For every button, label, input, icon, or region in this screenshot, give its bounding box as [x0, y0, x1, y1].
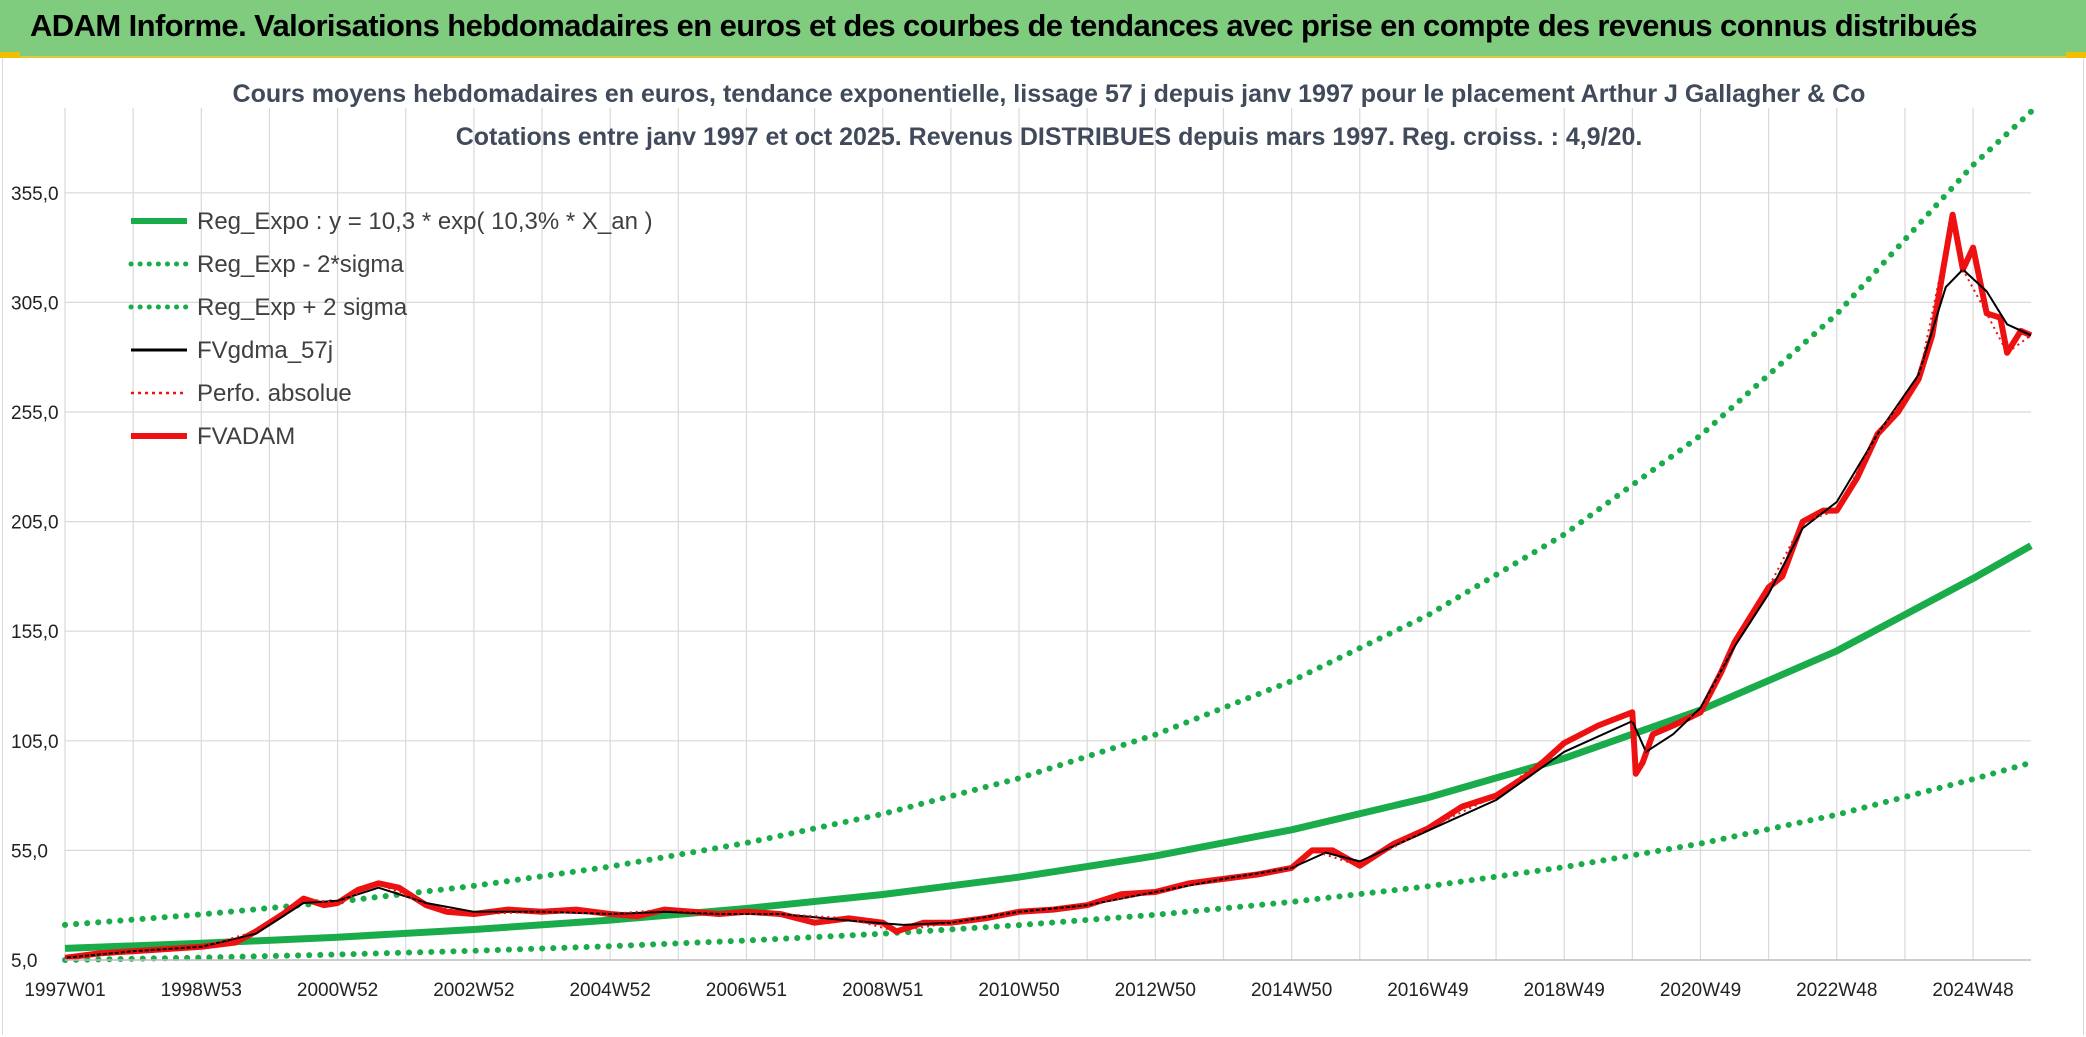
x-tick-label: 2024W48	[1932, 980, 2013, 1001]
chart-frame: Cours moyens hebdomadaires en euros, ten…	[2, 58, 2084, 1035]
y-tick-label: 305,0	[11, 293, 59, 314]
y-tick-label: 355,0	[11, 184, 59, 205]
chart-title-line1: Cours moyens hebdomadaires en euros, ten…	[233, 80, 1866, 108]
x-tick-label: 1997W01	[24, 980, 105, 1001]
legend-label-perf: Perfo. absolue	[197, 380, 352, 407]
y-tick-label: 55,0	[11, 841, 48, 862]
series-line-reg-exp-2-sigma	[65, 763, 2031, 960]
x-tick-label: 2022W48	[1796, 980, 1877, 1001]
report-title: ADAM Informe. Valorisations hebdomadaire…	[30, 8, 1977, 44]
legend-label-high: Reg_Exp + 2 sigma	[197, 294, 408, 321]
x-tick-label: 2000W52	[297, 980, 378, 1001]
series	[65, 112, 2031, 960]
y-tick-label: 205,0	[11, 513, 59, 534]
chart-title-line2: Cotations entre janv 1997 et oct 2025. R…	[456, 123, 1643, 151]
x-tick-label: 2010W50	[978, 980, 1059, 1001]
y-tick-label: 105,0	[11, 732, 59, 753]
x-tick-label: 2006W51	[706, 980, 787, 1001]
legend: Reg_Expo : y = 10,3 * exp( 10,3% * X_an …	[131, 208, 653, 450]
grid	[65, 108, 2031, 960]
price-chart: Cours moyens hebdomadaires en euros, ten…	[3, 58, 2083, 1035]
y-tick-label: 255,0	[11, 403, 59, 424]
x-tick-label: 2018W49	[1524, 980, 1605, 1001]
x-tick-label: 2020W49	[1660, 980, 1741, 1001]
series-line-fvadam	[65, 215, 2031, 958]
legend-label-low: Reg_Exp - 2*sigma	[197, 251, 404, 278]
y-tick-label: 155,0	[11, 622, 59, 643]
x-tick-label: 2016W49	[1387, 980, 1468, 1001]
x-tick-label: 2008W51	[842, 980, 923, 1001]
legend-label-fvadam: FVADAM	[197, 423, 295, 450]
x-tick-label: 1998W53	[161, 980, 242, 1001]
x-tick-label: 2012W50	[1115, 980, 1196, 1001]
y-tick-label: 5,0	[11, 951, 37, 972]
series-line-fvgdma-57j	[65, 270, 2031, 958]
x-tick-label: 2002W52	[433, 980, 514, 1001]
report-banner: ADAM Informe. Valorisations hebdomadaire…	[0, 0, 2086, 58]
legend-label-reg: Reg_Expo : y = 10,3 * exp( 10,3% * X_an …	[197, 208, 653, 235]
x-tick-label: 2014W50	[1251, 980, 1332, 1001]
series-line-perfo-absolue	[65, 215, 2031, 958]
x-tick-label: 2004W52	[569, 980, 650, 1001]
legend-label-smooth: FVgdma_57j	[197, 337, 333, 364]
